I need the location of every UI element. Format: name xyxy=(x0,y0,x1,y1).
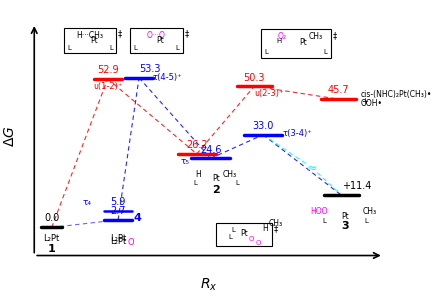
Text: O···O: O···O xyxy=(147,31,166,40)
Text: O: O xyxy=(127,238,134,247)
Text: ‡: ‡ xyxy=(333,31,337,40)
Bar xyxy=(216,223,272,246)
Text: 45.7: 45.7 xyxy=(327,86,349,95)
Text: H···CH₃: H···CH₃ xyxy=(77,31,103,40)
Text: CH₃: CH₃ xyxy=(223,170,237,178)
Text: 26.2: 26.2 xyxy=(186,141,207,150)
Text: H: H xyxy=(262,224,268,233)
Text: τ₅: τ₅ xyxy=(181,157,190,166)
Text: τ(3-4)⁺: τ(3-4)⁺ xyxy=(282,129,312,138)
Text: 2: 2 xyxy=(212,184,220,194)
Text: L: L xyxy=(235,180,239,186)
Text: τ(4-5)⁺: τ(4-5)⁺ xyxy=(153,73,183,82)
Text: 2.7: 2.7 xyxy=(110,206,126,216)
Text: L₂Pt: L₂Pt xyxy=(110,234,126,243)
Text: CH₃: CH₃ xyxy=(309,32,323,41)
Text: Pt: Pt xyxy=(299,38,307,47)
Text: L: L xyxy=(175,45,179,51)
Text: $R_x$: $R_x$ xyxy=(200,276,218,293)
Text: 50.3: 50.3 xyxy=(244,73,265,83)
Text: +11.4: +11.4 xyxy=(342,181,371,192)
Text: CH₃: CH₃ xyxy=(268,219,282,228)
Text: Pt: Pt xyxy=(212,174,220,183)
Text: HOO: HOO xyxy=(310,207,328,216)
Text: +: + xyxy=(361,96,368,106)
Text: 3: 3 xyxy=(341,221,349,231)
Text: 52.9: 52.9 xyxy=(97,65,118,75)
Text: ‡: ‡ xyxy=(118,30,122,38)
Text: H: H xyxy=(196,170,201,178)
Text: 5.9: 5.9 xyxy=(110,197,126,207)
Text: L₂Pt: L₂Pt xyxy=(110,237,126,246)
Text: O₂: O₂ xyxy=(278,32,287,41)
Text: L: L xyxy=(322,218,326,224)
Text: L₂Pt: L₂Pt xyxy=(43,234,60,243)
Text: τ₄: τ₄ xyxy=(83,198,92,207)
Text: ‡: ‡ xyxy=(185,30,189,38)
Text: OOH•: OOH• xyxy=(361,99,383,108)
Text: L: L xyxy=(134,45,138,51)
Text: 53.3: 53.3 xyxy=(139,65,160,74)
Text: H: H xyxy=(276,38,281,44)
Bar xyxy=(261,30,331,57)
Text: O: O xyxy=(255,240,261,246)
Text: L: L xyxy=(324,49,328,55)
Text: O: O xyxy=(248,236,254,242)
Text: ᴜ(1-2)⁺: ᴜ(1-2)⁺ xyxy=(93,82,122,91)
Text: 4: 4 xyxy=(134,213,142,223)
Text: Pt: Pt xyxy=(341,212,349,221)
Text: L: L xyxy=(228,234,232,240)
Text: cis-(NHC)₂Pt(CH₃)•: cis-(NHC)₂Pt(CH₃)• xyxy=(361,90,432,99)
Text: L: L xyxy=(68,45,71,51)
Text: L: L xyxy=(109,45,113,51)
Text: Pt: Pt xyxy=(240,229,248,238)
Text: ≈: ≈ xyxy=(307,162,317,175)
Text: 1: 1 xyxy=(48,244,56,254)
Text: 24.6: 24.6 xyxy=(200,145,221,155)
Text: 0.0: 0.0 xyxy=(44,213,59,223)
Text: L: L xyxy=(232,227,235,233)
Bar xyxy=(130,28,183,53)
Text: Pt: Pt xyxy=(156,36,164,45)
Text: CH₃: CH₃ xyxy=(363,207,377,216)
Text: ᴜ(2-3)⁺: ᴜ(2-3)⁺ xyxy=(254,89,284,98)
Text: $\Delta G$: $\Delta G$ xyxy=(3,126,17,147)
Text: L: L xyxy=(193,180,197,186)
Text: Pt: Pt xyxy=(90,36,98,45)
Text: 33.0: 33.0 xyxy=(252,121,274,131)
Text: L: L xyxy=(265,49,269,55)
Bar xyxy=(64,28,116,53)
Text: ‡: ‡ xyxy=(274,225,278,234)
Text: L: L xyxy=(364,218,368,224)
